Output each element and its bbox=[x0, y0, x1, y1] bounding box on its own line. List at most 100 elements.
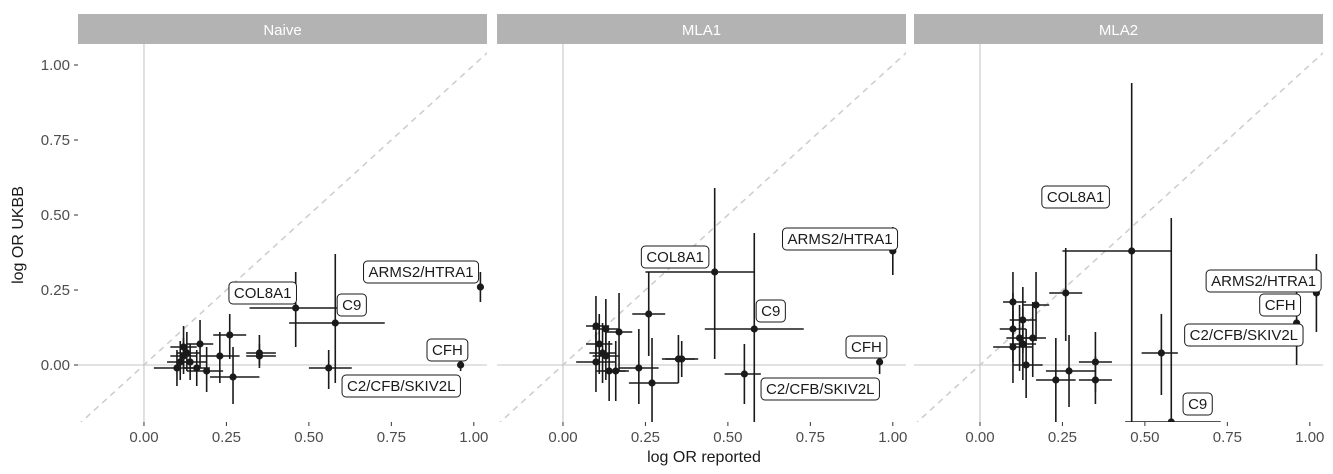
data-point bbox=[179, 352, 188, 360]
data-point-group bbox=[665, 341, 699, 377]
gene-label-c2-cfb-skiv2l: C2/CFB/SKIV2L bbox=[341, 374, 461, 398]
data-point bbox=[740, 370, 748, 378]
panel-strip-label: Naive bbox=[263, 22, 301, 39]
data-point bbox=[331, 319, 339, 327]
x-tick-label: 0.75 bbox=[377, 429, 406, 446]
data-point bbox=[1052, 376, 1060, 384]
data-point-group bbox=[1049, 248, 1083, 341]
data-point bbox=[1032, 301, 1040, 309]
panel-strip-label: MLA2 bbox=[1099, 22, 1138, 39]
y-tick-label: 1.00 bbox=[41, 57, 70, 74]
x-tick-label: 1.00 bbox=[878, 429, 907, 446]
panel-strip bbox=[78, 14, 487, 44]
gene-label-box bbox=[336, 293, 367, 317]
gene-label-col8a1: COL8A1 bbox=[640, 245, 710, 269]
data-point-group bbox=[1045, 335, 1096, 407]
data-point bbox=[1091, 376, 1100, 384]
gene-label-text: COL8A1 bbox=[646, 249, 704, 266]
data-point-group bbox=[592, 332, 620, 380]
data-point bbox=[602, 352, 610, 360]
gene-label-text: ARMS2/HTRA1 bbox=[788, 231, 893, 248]
data-point-group bbox=[1022, 272, 1050, 341]
data-point-group bbox=[602, 341, 629, 401]
data-point-group bbox=[213, 314, 247, 359]
gene-label-text: CFH bbox=[1265, 297, 1296, 314]
diagonal-reference-line bbox=[916, 51, 1323, 422]
data-point bbox=[193, 364, 201, 372]
data-point-group bbox=[289, 254, 385, 383]
gene-label-arms2-htra1: ARMS2/HTRA1 bbox=[1205, 269, 1322, 293]
data-point bbox=[216, 352, 224, 360]
data-point bbox=[203, 367, 211, 375]
gene-label-text: CFH bbox=[432, 342, 463, 359]
x-tick-label: 1.00 bbox=[459, 429, 488, 446]
gene-label-box bbox=[845, 335, 888, 359]
data-point-group bbox=[186, 347, 224, 392]
data-point bbox=[678, 355, 686, 363]
data-point-group bbox=[1078, 356, 1112, 404]
y-tick-label: 0.00 bbox=[41, 357, 70, 374]
data-point bbox=[1062, 289, 1070, 297]
data-point-group bbox=[724, 344, 761, 404]
gene-label-box bbox=[782, 227, 899, 251]
data-point-group bbox=[1125, 218, 1221, 422]
gene-label-c9: C9 bbox=[755, 299, 786, 323]
gene-label-box bbox=[640, 245, 710, 269]
data-point bbox=[592, 358, 600, 366]
data-point bbox=[602, 325, 610, 333]
data-point-group bbox=[176, 344, 207, 380]
gene-label-text: COL8A1 bbox=[234, 285, 292, 302]
gene-label-text: C9 bbox=[1188, 396, 1207, 413]
data-point-group bbox=[246, 344, 276, 368]
x-tick-label: 0.75 bbox=[1213, 429, 1242, 446]
panel-mla2: MLA2 COL8A1 ARMS2/HTRA1 CFH C2/CFB/SKIV2L C9 0… bbox=[914, 14, 1324, 446]
gene-label-c2-cfb-skiv2l: C2/CFB/SKIV2L bbox=[1184, 323, 1304, 347]
diagonal-reference-line bbox=[499, 51, 906, 422]
data-point bbox=[292, 304, 300, 312]
gene-label-cfh: CFH bbox=[426, 338, 469, 362]
data-point bbox=[648, 379, 656, 387]
x-tick-label: 0.25 bbox=[212, 429, 241, 446]
data-point bbox=[1009, 343, 1017, 351]
axes-layer: log OR UKBB log OR reported bbox=[10, 186, 761, 466]
x-tick-label: 0.25 bbox=[1048, 429, 1077, 446]
x-axis-title: log OR reported bbox=[647, 449, 761, 466]
data-point-group bbox=[619, 329, 659, 404]
panel-mla1: MLA1 ARMS2/HTRA1 COL8A1 C9 CFH C2/CFB/SKIV2L 0… bbox=[497, 14, 907, 446]
y-tick-label: 0.75 bbox=[41, 132, 70, 149]
x-tick-label: 0.00 bbox=[548, 429, 577, 446]
data-point bbox=[1167, 418, 1175, 422]
data-point bbox=[1157, 349, 1165, 357]
data-point bbox=[750, 325, 758, 333]
data-point-group bbox=[704, 233, 804, 422]
x-tick-label: 0.25 bbox=[631, 429, 660, 446]
gene-label-box bbox=[1205, 269, 1322, 293]
gene-label-text: C9 bbox=[761, 303, 780, 320]
gene-label-box bbox=[1182, 392, 1213, 416]
data-point-group bbox=[1019, 302, 1046, 377]
x-tick-label: 0.50 bbox=[294, 429, 323, 446]
data-point-group bbox=[605, 293, 633, 371]
gene-label-box bbox=[760, 377, 880, 401]
panel-plot-area bbox=[914, 44, 1323, 422]
data-point-group bbox=[246, 335, 276, 365]
x-tick-label: 0.75 bbox=[796, 429, 825, 446]
data-point bbox=[457, 361, 465, 369]
data-point-group bbox=[186, 320, 214, 368]
data-point-group bbox=[586, 314, 613, 374]
data-point bbox=[226, 331, 234, 339]
gene-label-text: C2/CFB/SKIV2L bbox=[1190, 327, 1298, 344]
gene-label-text: C2/CFB/SKIV2L bbox=[347, 378, 455, 395]
data-point bbox=[1022, 361, 1030, 369]
gene-label-c9: C9 bbox=[1182, 392, 1213, 416]
gene-label-text: ARMS2/HTRA1 bbox=[1211, 273, 1316, 290]
data-point bbox=[196, 340, 204, 348]
gene-label-arms2-htra1: ARMS2/HTRA1 bbox=[782, 227, 899, 251]
data-point bbox=[229, 373, 237, 381]
data-point-group bbox=[1012, 329, 1043, 398]
data-point bbox=[592, 322, 600, 330]
panel-strip bbox=[914, 14, 1323, 44]
data-point-group bbox=[645, 188, 755, 359]
gene-label-arms2-htra1: ARMS2/HTRA1 bbox=[363, 260, 480, 284]
